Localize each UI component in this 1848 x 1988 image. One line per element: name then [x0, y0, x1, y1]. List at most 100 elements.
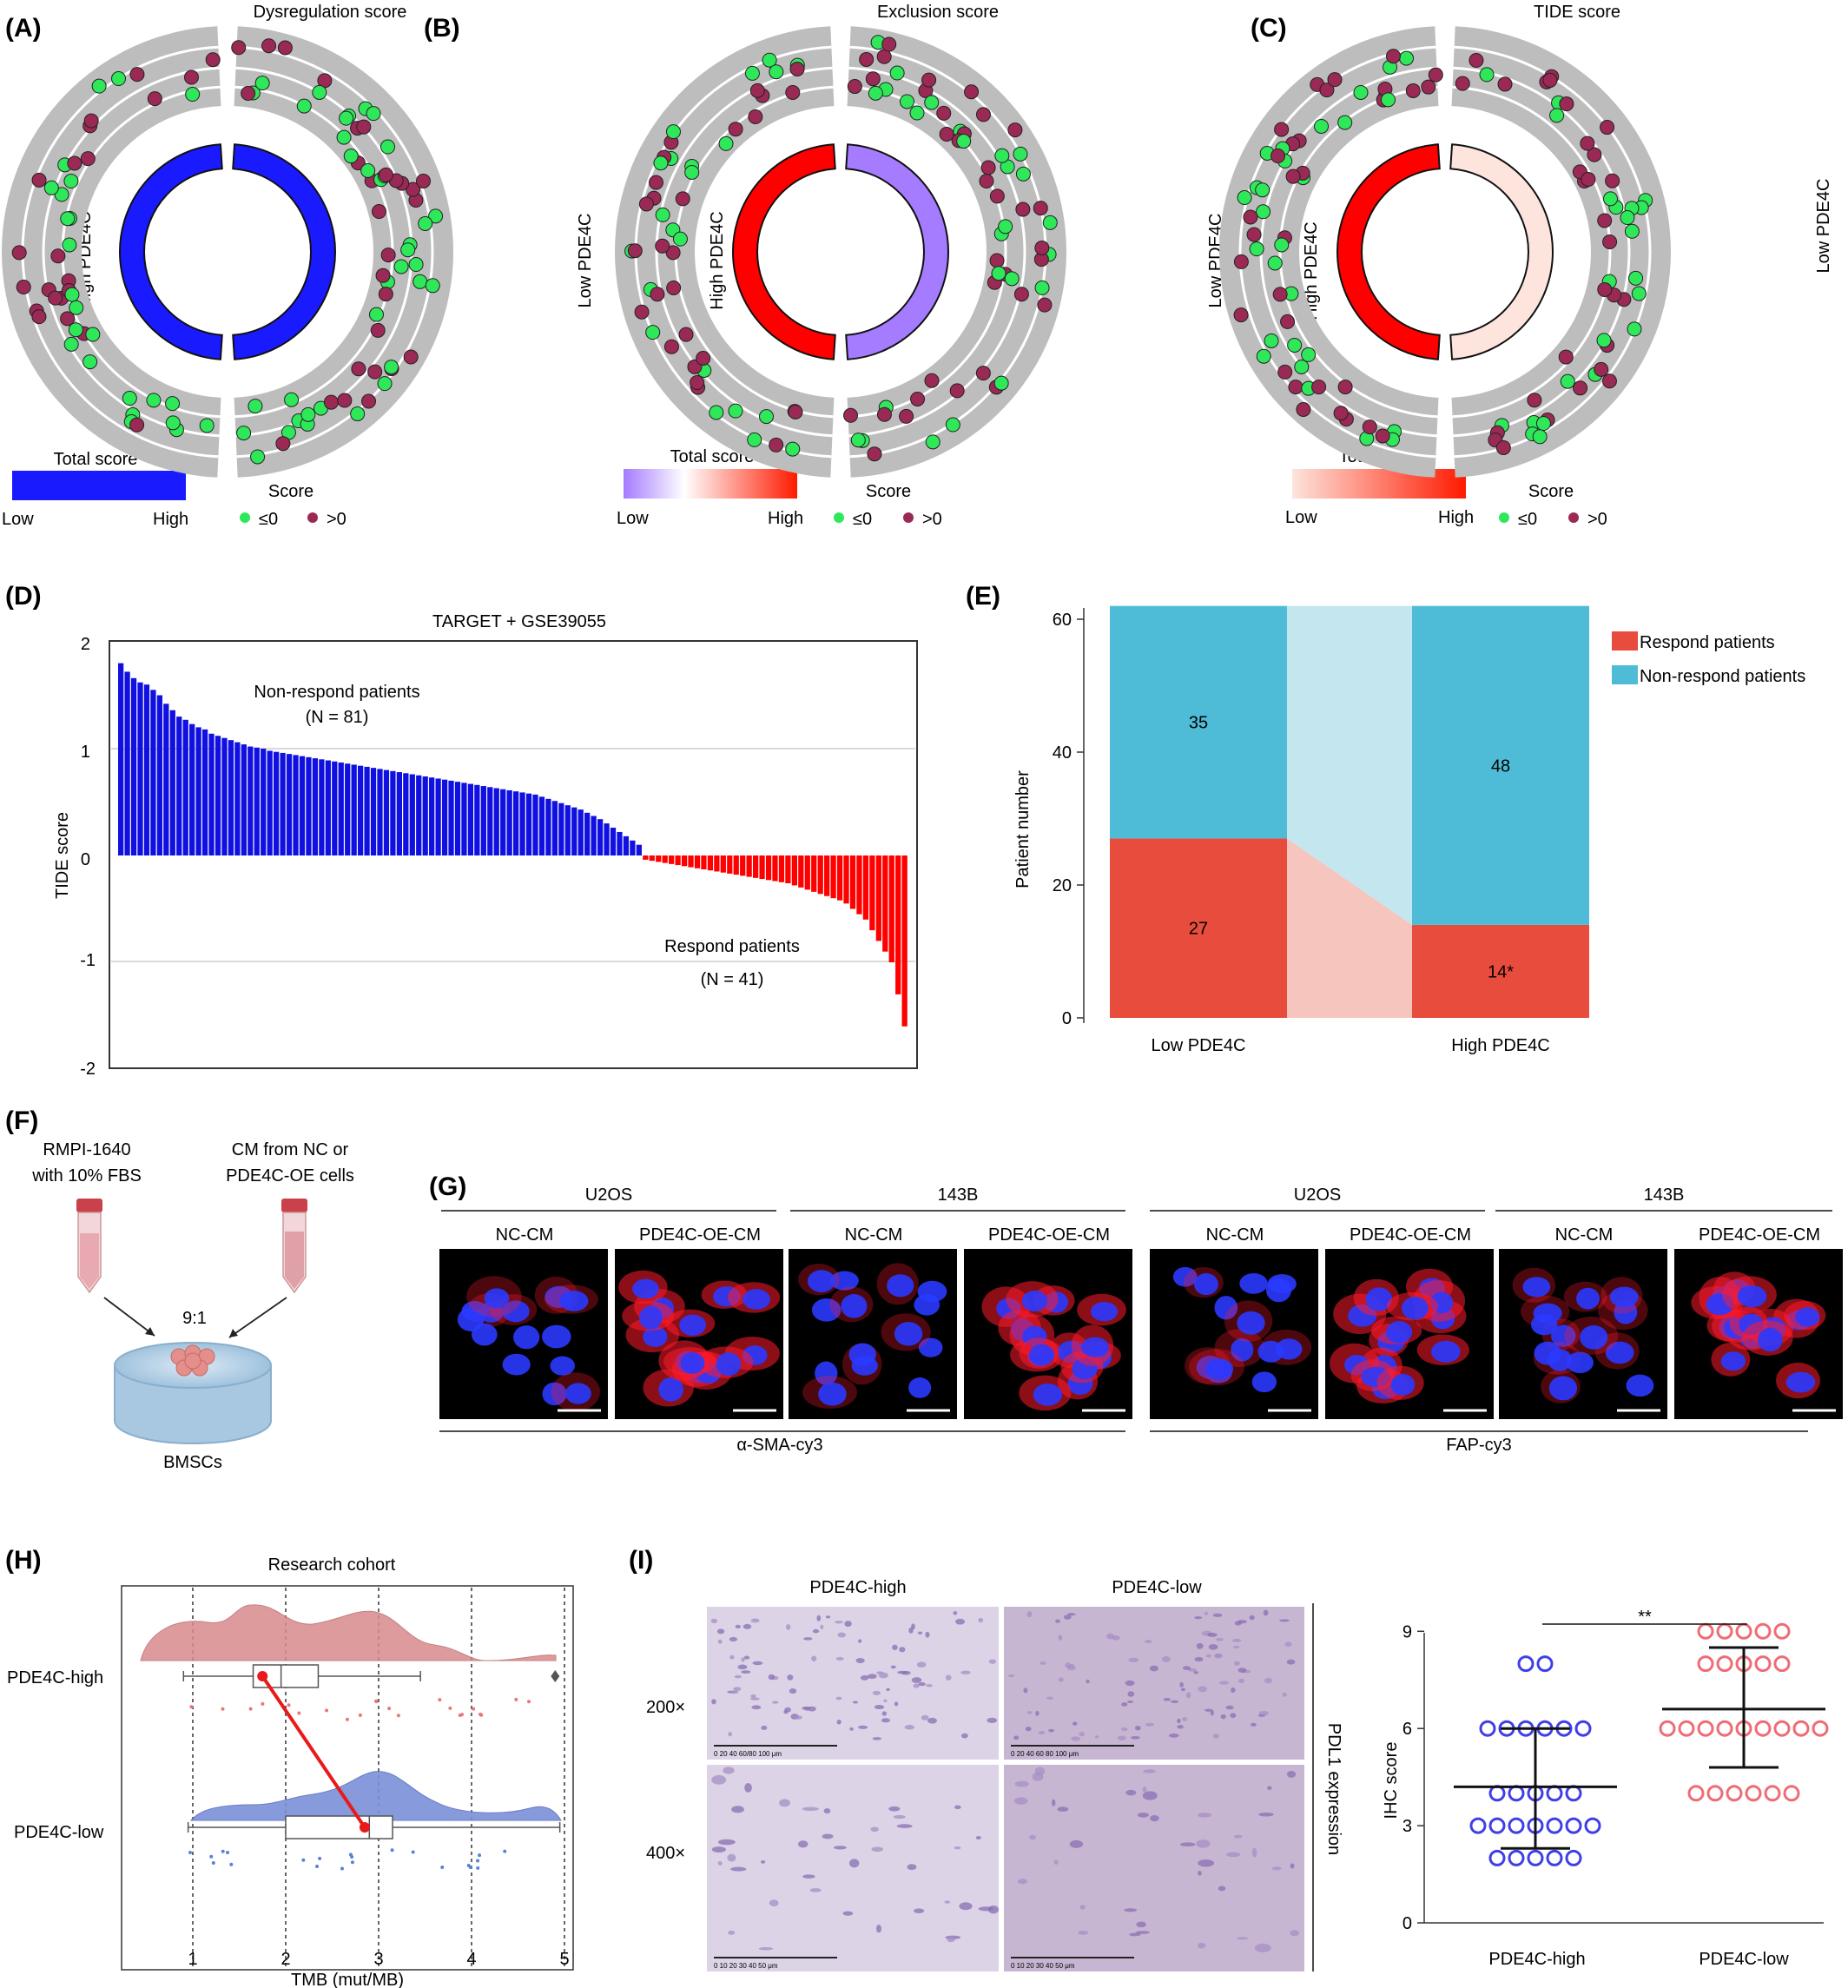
cell-nucleus: [1287, 1771, 1297, 1778]
cell-nucleus: [1254, 1943, 1271, 1952]
score-dot-le0: [1256, 204, 1271, 220]
cell-nucleus: [899, 1647, 906, 1653]
y-tick: 20: [1053, 876, 1072, 895]
bar-nonrespond: [312, 758, 319, 855]
cell-nucleus: [1282, 1692, 1287, 1697]
score-dot-le0: [1535, 416, 1551, 432]
nucleus: [1265, 1278, 1292, 1303]
ihc-sample-dot: [1716, 1720, 1733, 1737]
score-dot-gt0: [666, 280, 682, 295]
nonrespond-label: Non-respond patients: [254, 683, 419, 702]
bar-nonrespond: [461, 783, 467, 855]
nucleus: [679, 1314, 707, 1336]
cell-nucleus: [870, 1826, 879, 1833]
cell-nucleus: [729, 1636, 738, 1641]
cell-nucleus: [802, 1706, 812, 1710]
score-dot-le0: [377, 376, 393, 392]
panel-label-f: (F): [5, 1106, 38, 1135]
score-dot-le0: [1620, 210, 1635, 226]
cell-nucleus: [1231, 1638, 1242, 1642]
score-dot-gt0: [1319, 83, 1335, 98]
cell-nucleus: [1215, 1638, 1224, 1641]
bar-nonrespond: [487, 787, 493, 855]
cell-nucleus: [1225, 1705, 1234, 1710]
cell-nucleus: [1232, 1645, 1240, 1648]
cell-nucleus: [849, 1727, 854, 1731]
score-dot-le0: [850, 433, 866, 448]
left-axis-label: High PDE4C: [1302, 221, 1321, 320]
ihc-sample-dot: [1697, 1720, 1714, 1737]
cell-nucleus: [978, 1906, 994, 1912]
sample-dot: [325, 1708, 329, 1713]
scale-bar-label: 0 10 20 30 40 50 μm: [714, 1962, 778, 1970]
outlier: [551, 1670, 560, 1682]
score-dot-gt0: [1455, 76, 1470, 91]
condition-label: PDE4C-OE-CM: [1350, 1225, 1471, 1245]
cell-line-label: U2OS: [1294, 1186, 1341, 1205]
score-dot-gt0: [921, 72, 937, 88]
medium-right: CM from NC or: [232, 1140, 349, 1159]
ihc-sample-dot: [1469, 1817, 1487, 1834]
sample-dot: [345, 1717, 349, 1721]
score-dot-gt0: [989, 188, 1005, 204]
bar-nonrespond: [137, 682, 143, 855]
bar-respond: [740, 855, 746, 876]
bar-nonrespond: [241, 744, 247, 855]
cell-nucleus: [751, 1705, 762, 1710]
score-dot-gt0: [769, 437, 784, 452]
score-dot-gt0: [1602, 234, 1618, 250]
cell-nucleus: [1040, 1661, 1046, 1665]
nucleus: [1365, 1287, 1393, 1311]
legend-swatch-respond: [1612, 631, 1638, 651]
sample-dot: [472, 1707, 476, 1711]
score-dot-le0: [165, 396, 181, 412]
side-label: PDL1 expression: [1324, 1723, 1343, 1855]
bar-nonrespond: [551, 801, 558, 855]
cell-nucleus: [872, 1737, 881, 1740]
cell-nucleus: [896, 1824, 913, 1828]
cell-nucleus: [1150, 1814, 1159, 1822]
score-dot-le0: [1034, 280, 1050, 295]
cell-nucleus: [835, 1621, 843, 1624]
score-dot-le0: [199, 418, 214, 433]
sample-dot: [287, 1703, 291, 1707]
score-dot-le0: [428, 208, 444, 224]
bar-respond: [707, 855, 714, 871]
score-dot-gt0: [275, 436, 291, 452]
ihc-image: [707, 1607, 999, 1760]
score-dot-gt0: [1233, 307, 1249, 323]
cell-nucleus: [750, 1618, 760, 1623]
bar-nonrespond: [435, 778, 441, 855]
ihc-sample-dot: [1488, 1817, 1506, 1834]
bar-nonrespond: [545, 798, 551, 855]
cell-nucleus: [1013, 1797, 1028, 1805]
cell-nucleus: [955, 1618, 965, 1625]
score-dot-gt0: [277, 40, 293, 56]
score-dot-le0: [998, 219, 1013, 234]
cell-nucleus: [1231, 1687, 1236, 1694]
nucleus: [807, 1270, 835, 1292]
bar-respond: [772, 855, 778, 882]
cell-nucleus: [728, 1732, 732, 1737]
score-dot-le0: [1624, 223, 1640, 239]
cell-nucleus: [1086, 1679, 1090, 1684]
score-dot-gt0: [1581, 171, 1596, 187]
cell-nucleus: [904, 1725, 914, 1730]
score-dot-le0: [146, 393, 162, 408]
cell-nucleus: [1271, 1866, 1282, 1871]
ihc-sample-dot: [1488, 1785, 1506, 1802]
cell-nucleus: [1078, 1930, 1089, 1935]
legend-title: Total score: [670, 447, 755, 466]
nucleus: [513, 1325, 540, 1350]
cell-nucleus: [1187, 1668, 1198, 1672]
score-dot-le0: [1237, 190, 1252, 206]
score-dot-gt0: [975, 107, 991, 122]
bar-respond: [675, 855, 681, 866]
score-dot-le0: [63, 336, 79, 352]
cell-nucleus: [820, 1624, 824, 1629]
score-dot-gt0: [924, 373, 940, 388]
ihc-sample-dot: [1773, 1720, 1791, 1737]
cell-nucleus: [872, 1690, 881, 1695]
nucleus: [811, 1298, 842, 1322]
cell-nucleus: [1290, 1930, 1300, 1937]
